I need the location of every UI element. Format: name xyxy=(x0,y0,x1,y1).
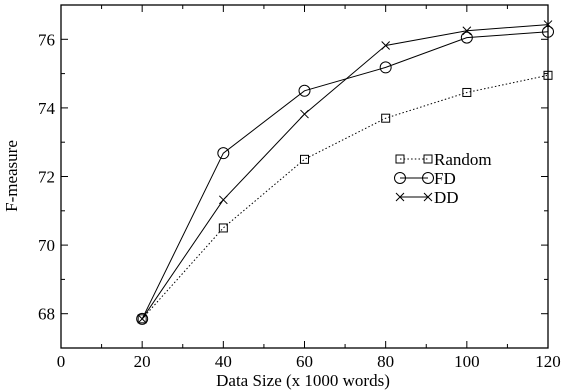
legend-label-dd: DD xyxy=(434,188,459,207)
x-tick-label: 20 xyxy=(134,352,151,371)
series-line-dd xyxy=(141,24,549,320)
x-tick-label: 100 xyxy=(454,352,480,371)
data-point-fd xyxy=(136,312,149,325)
data-point-fd xyxy=(379,61,392,74)
y-tick-label: 72 xyxy=(38,168,55,187)
data-point-fd xyxy=(298,84,311,97)
data-point-random xyxy=(137,314,147,324)
legend-marker-random xyxy=(395,154,405,164)
y-tick-label: 70 xyxy=(38,236,55,255)
data-point-fd xyxy=(460,31,473,44)
x-tick-label: 120 xyxy=(535,352,561,371)
legend-marker-fd xyxy=(394,172,406,184)
data-point-dd xyxy=(462,26,472,36)
data-point-random xyxy=(543,70,553,80)
data-point-dd xyxy=(137,314,147,324)
x-tick-label: 60 xyxy=(296,352,313,371)
data-point-random xyxy=(381,113,391,123)
legend-marker-fd xyxy=(422,172,434,184)
data-point-dd xyxy=(218,195,228,205)
legend-label-random: Random xyxy=(434,150,492,169)
data-point-random xyxy=(218,223,228,233)
y-tick-label: 68 xyxy=(38,305,55,324)
x-axis-title: Data Size (x 1000 words) xyxy=(216,371,390,390)
data-point-random xyxy=(462,87,472,97)
legend-box xyxy=(393,146,498,208)
data-point-fd xyxy=(542,25,554,38)
data-point-dd xyxy=(381,41,391,50)
data-point-dd xyxy=(300,109,309,119)
data-point-dd xyxy=(543,20,553,29)
legend-marker-dd xyxy=(395,192,405,202)
y-axis-title: F-measure xyxy=(2,140,21,212)
y-tick-label: 76 xyxy=(38,30,55,49)
x-tick-label: 80 xyxy=(377,352,394,371)
legend-marker-dd xyxy=(423,192,433,202)
legend-label-fd: FD xyxy=(434,169,456,188)
x-tick-label: 40 xyxy=(215,352,232,371)
series-line-fd xyxy=(141,31,549,320)
data-point-fd xyxy=(217,147,230,160)
legend-marker-random xyxy=(423,154,433,164)
x-tick-label: 0 xyxy=(57,352,66,371)
data-point-random xyxy=(300,154,309,164)
y-tick-label: 74 xyxy=(38,99,56,118)
